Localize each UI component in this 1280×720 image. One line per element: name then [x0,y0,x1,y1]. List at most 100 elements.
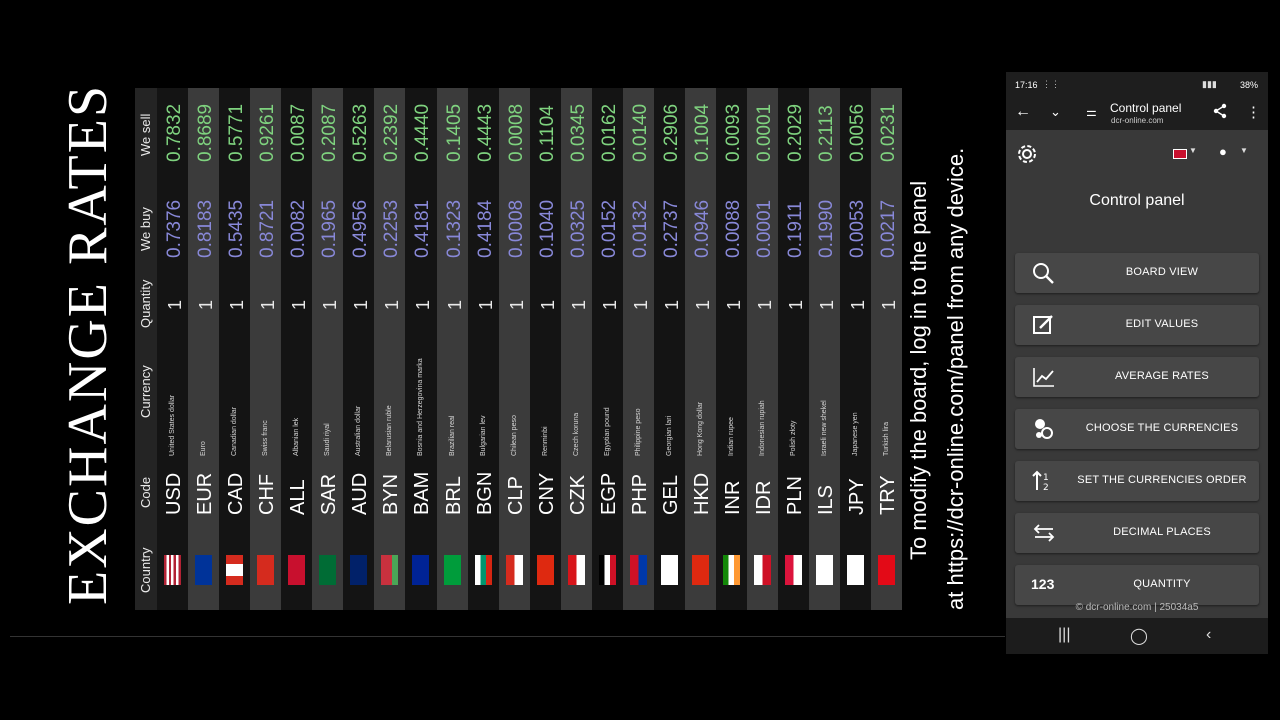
home-icon[interactable]: ◯ [1130,628,1148,645]
site-settings-icon[interactable]: ⚌ [1086,105,1097,119]
currency-name: Renminbi [541,426,549,456]
currency-code: CZK [566,475,589,515]
uk-flag-icon[interactable] [1173,149,1187,159]
currency-code: CNY [535,472,558,515]
currency-name: Egyptian pound [603,407,611,456]
sell-rate: 0.0345 [567,103,589,162]
currency-row: 0.7832 0.7376 1 United States dollar USD [157,88,188,610]
user-settings-icon[interactable]: ● [1219,144,1227,159]
language-chevron-icon[interactable]: ▼ [1189,146,1197,155]
buy-rate: 0.0217 [878,199,900,258]
currency-row: 0.5771 0.5435 1 Canadian dollar CAD [219,88,250,610]
buy-rate: 0.0132 [629,199,651,258]
currency-code: CAD [225,472,248,515]
currency-row: 0.0093 0.0088 1 Indian rupee INR [716,88,747,610]
currency-name: Albanian lek [293,417,301,456]
buy-rate: 0.1990 [816,199,838,258]
instruction-line-1: To modify the board, log in to the panel [906,180,931,560]
currency-name: Euro [200,441,208,456]
quantity-value: 1 [289,299,310,310]
currency-row: 0.0345 0.0325 1 Czech koruna CZK [560,88,592,610]
quantity-value: 1 [693,299,714,310]
currency-row: 0.2906 0.2737 1 Georgian lari GEL [654,88,685,610]
chevron-down-icon[interactable]: ⌄ [1050,104,1061,119]
average-rates-button[interactable]: AVERAGE RATES [1015,357,1259,397]
currency-name: Czech koruna [572,412,580,456]
gear-icon[interactable] [1015,142,1039,171]
currency-row: 0.0231 0.0217 1 Turkish lira TRY [871,88,903,610]
sell-rate: 0.2906 [660,103,682,162]
android-nav-bar: ||| ◯ ‹ [1006,618,1268,654]
choose-currencies-button[interactable]: CHOOSE THE CURRENCIES [1015,409,1259,449]
country-flag-icon [816,555,834,585]
buy-rate: 0.8721 [257,199,279,258]
sell-rate: 0.2392 [381,103,403,162]
quantity-value: 1 [630,299,651,310]
country-flag-icon [878,555,896,585]
country-flag-icon [754,555,772,585]
sell-rate: 0.7832 [164,103,185,162]
country-flag-icon [723,555,741,585]
currency-name: Canadian dollar [231,406,239,456]
currency-code: CLP [504,476,527,515]
currency-code: HKD [691,472,714,515]
header-we-buy: We buy [138,207,153,251]
recent-apps-icon[interactable]: ||| [1058,626,1071,643]
share-icon[interactable] [1212,103,1228,123]
sell-rate: 0.9261 [257,103,279,162]
currency-row: 0.8689 0.8183 1 Euro EUR [188,88,220,610]
buy-rate: 0.1911 [785,201,807,258]
sell-rate: 0.0087 [288,103,310,162]
page-url[interactable]: dcr-online.com [1111,116,1164,125]
country-flag-icon [257,555,275,585]
menu-label: DECIMAL PLACES [1113,526,1211,538]
country-flag-icon [319,555,337,585]
quantity-value: 1 [599,299,620,310]
sell-rate: 0.2087 [319,103,341,162]
decimal-places-button[interactable]: DECIMAL PLACES [1015,513,1259,553]
phone-screen: 17:16 ⋮⋮ ▮▮▮ 38% ← ⌄ ⚌ Control panel dcr… [1006,72,1268,654]
currency-name: Turkish lira [883,422,891,456]
currency-row: 0.1004 0.0946 1 Hong Kong dollar HKD [685,88,717,610]
toggle-icon [1031,417,1057,441]
country-flag-icon [288,555,306,585]
currency-row: 0.0008 0.0008 1 Chilean peso CLP [498,88,530,610]
buy-rate: 0.0325 [567,199,589,258]
currency-row: 0.2392 0.2253 1 Belarusian ruble BYN [374,88,406,610]
status-battery: 38% [1240,80,1259,90]
currency-code: INR [722,480,745,515]
currency-name: Philippine peso [634,408,642,456]
header-quantity: Quantity [138,279,153,328]
currency-code: BGN [473,471,496,515]
currency-code: USD [163,472,185,515]
currency-code: TRY [877,475,900,515]
quantity-value: 1 [320,299,341,310]
quantity-value: 1 [475,299,496,310]
currency-row: 0.2087 0.1965 1 Saudi riyal SAR [312,88,344,610]
quantity-value: 1 [879,299,900,310]
quantity-value: 1 [537,299,558,310]
user-chevron-icon[interactable]: ▼ [1240,146,1248,155]
more-vert-icon[interactable]: ⋮ [1246,104,1261,121]
sell-rate: 0.8689 [195,103,217,162]
edit-values-button[interactable]: EDIT VALUES [1015,305,1259,345]
back-icon[interactable]: ‹ [1206,626,1212,643]
quantity-value: 1 [661,299,682,310]
sell-rate: 0.0231 [878,103,900,162]
board-view-button[interactable]: BOARD VIEW [1015,253,1259,293]
currency-code: IDR [753,480,776,515]
header-we-sell: We sell [138,113,153,156]
back-arrow-icon[interactable]: ← [1015,103,1031,120]
quantity-value: 1 [351,299,372,310]
buy-rate: 0.0082 [288,199,310,258]
quantity-button[interactable]: 123 QUANTITY [1015,565,1259,605]
country-flag-icon [785,555,803,585]
buy-rate: 0.2253 [381,199,403,258]
buy-rate: 0.0001 [754,199,776,258]
currency-name: Israeli new shekel [821,400,829,456]
currency-name: Indian rupee [728,417,736,456]
country-flag-icon [412,555,430,585]
buy-rate: 0.5435 [226,199,248,258]
currency-row: 0.0001 0.0001 1 Indonesian rupiah IDR [747,88,779,610]
